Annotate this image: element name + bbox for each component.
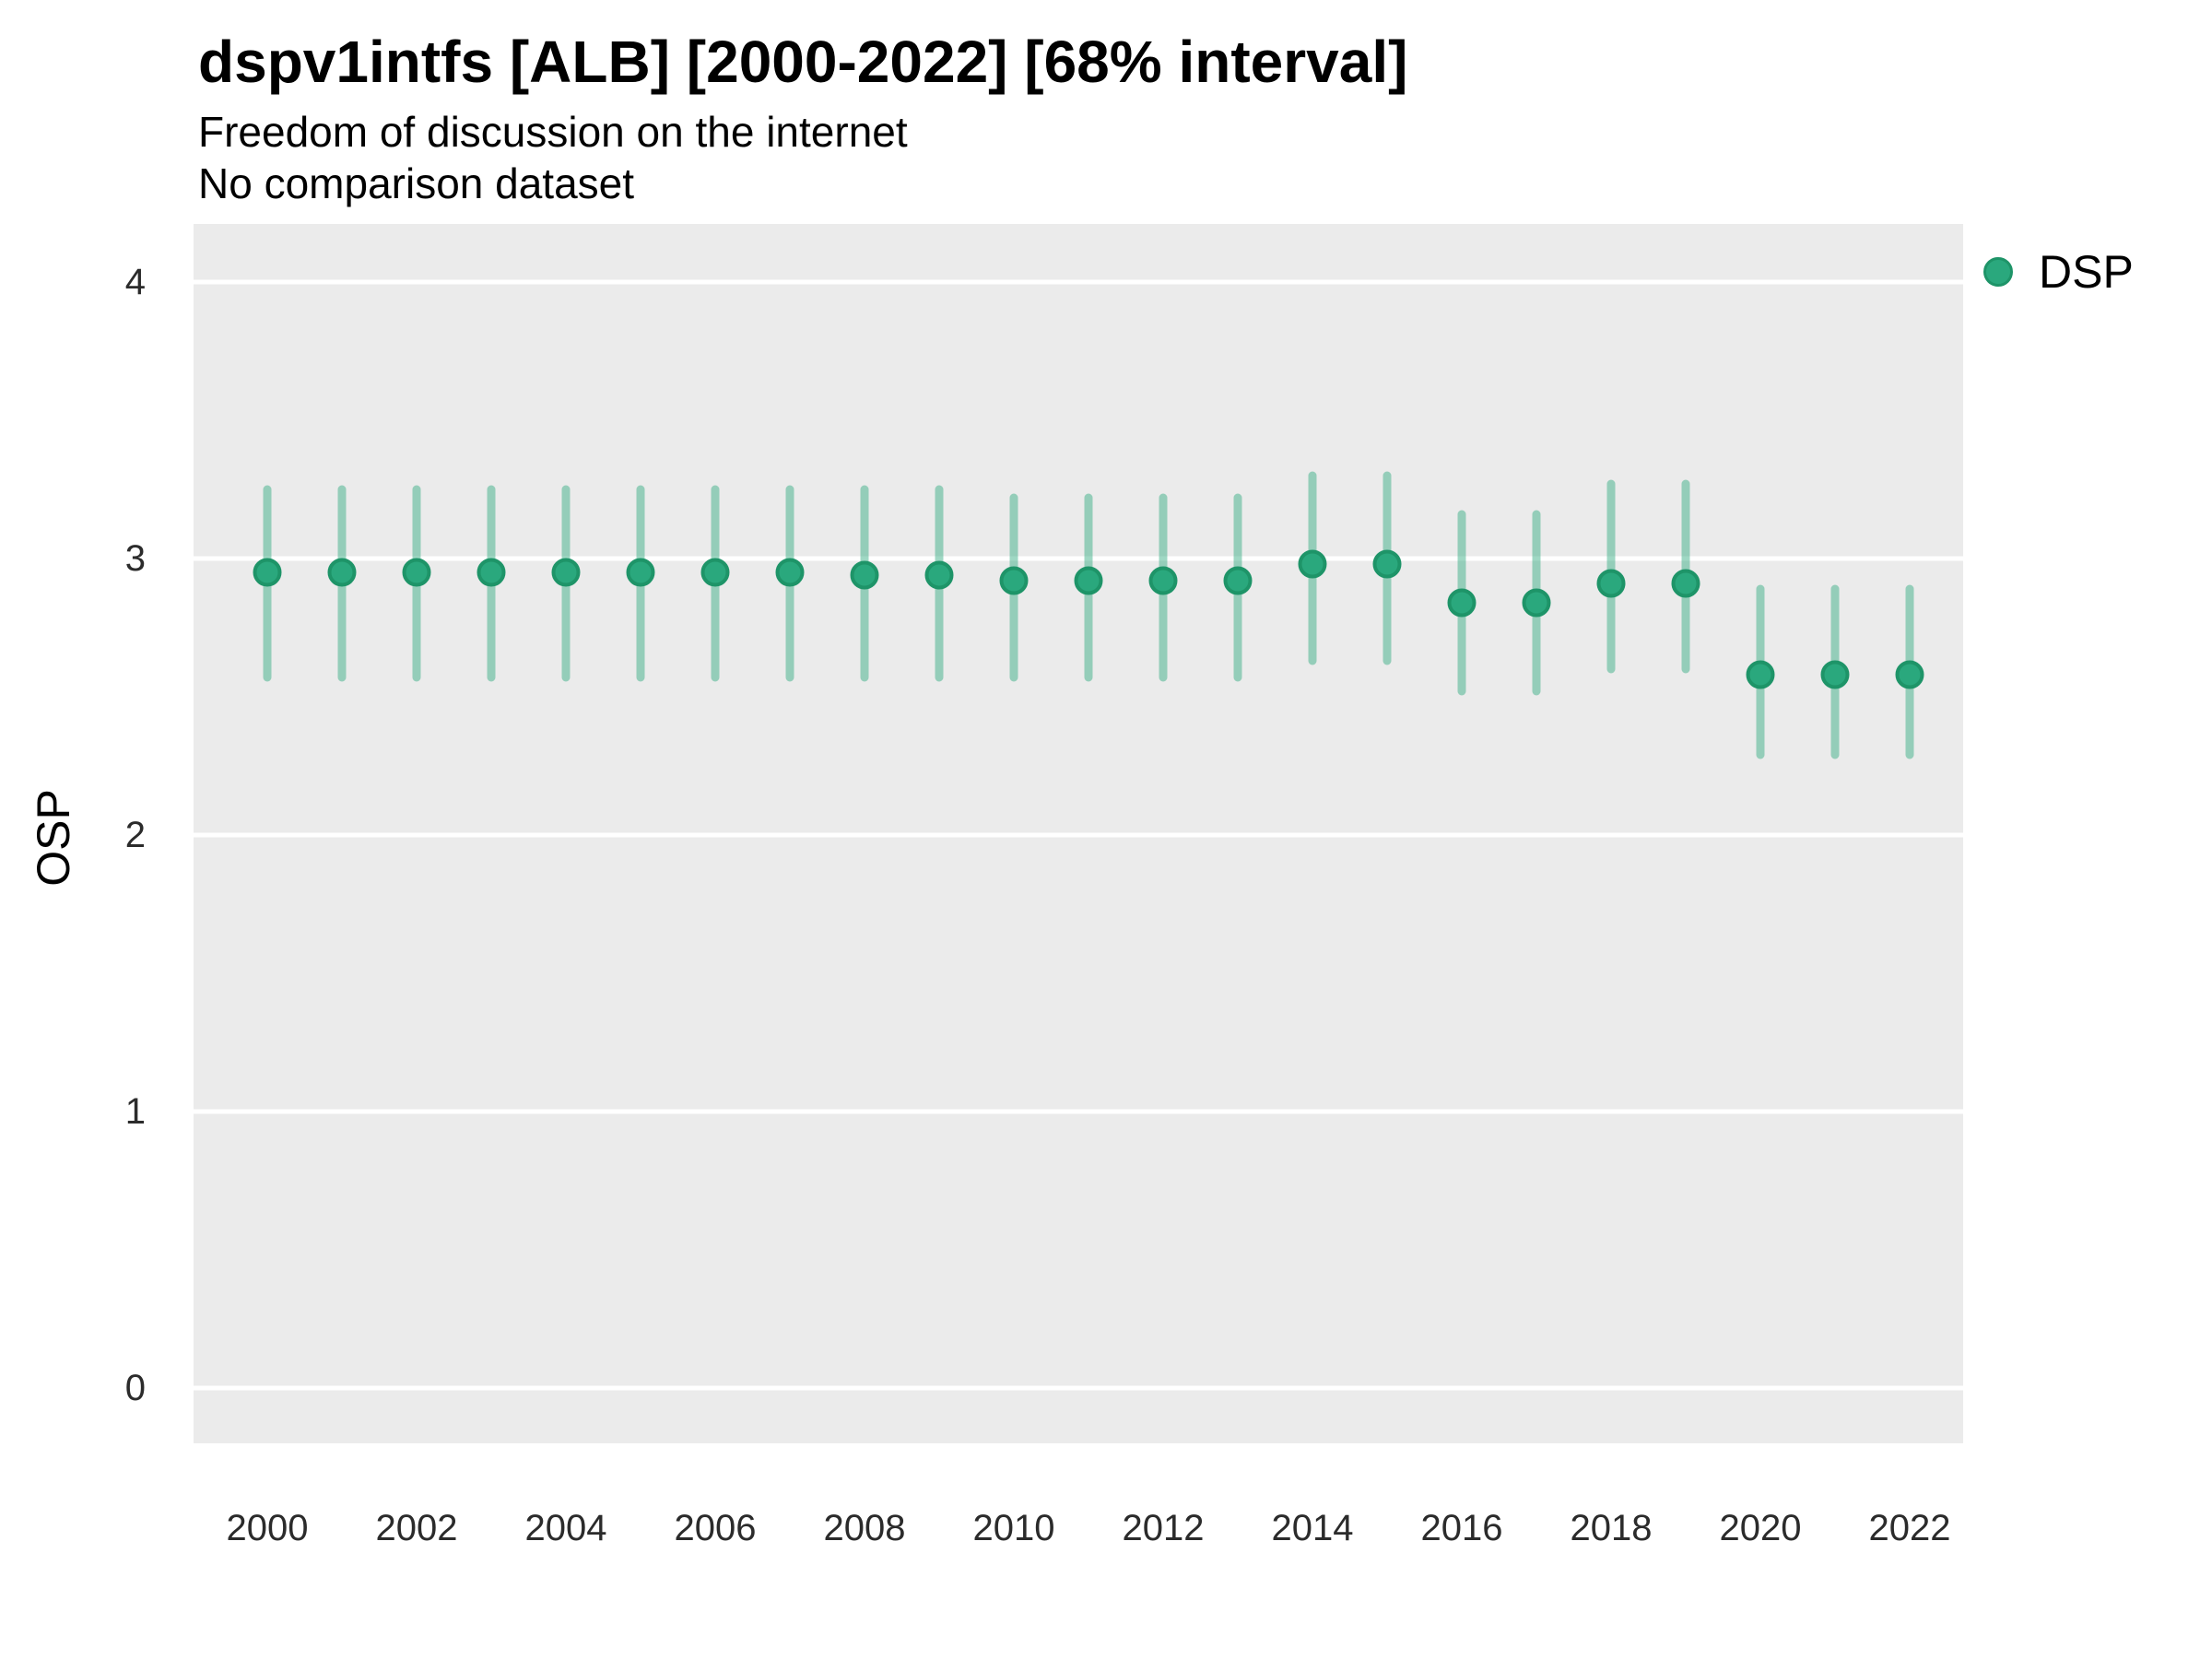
chart-note: No comparison dataset	[198, 159, 635, 207]
x-tick-label-2022: 2022	[1868, 1508, 1951, 1548]
x-tick-label-2018: 2018	[1570, 1508, 1653, 1548]
x-tick-label-2016: 2016	[1420, 1508, 1503, 1548]
data-point-2004	[551, 558, 581, 587]
data-point-2007	[775, 558, 805, 587]
data-point-2022	[1895, 660, 1924, 689]
chart-title: dspv1intfs [ALB] [2000-2022] [68% interv…	[198, 29, 1408, 95]
x-tick-label-2010: 2010	[972, 1508, 1055, 1548]
data-point-2006	[700, 558, 730, 587]
data-point-2011	[1074, 566, 1103, 595]
data-point-2009	[924, 560, 954, 590]
data-point-2002	[402, 558, 431, 587]
data-point-2021	[1820, 660, 1850, 689]
data-point-2000	[253, 558, 282, 587]
plot-svg	[194, 279, 1963, 1391]
data-point-2019	[1671, 569, 1700, 598]
data-point-2010	[999, 566, 1029, 595]
x-tick-label-2002: 2002	[375, 1508, 458, 1548]
data-point-2014	[1298, 549, 1327, 579]
x-tick-label-2012: 2012	[1122, 1508, 1205, 1548]
legend-label: DSP	[2039, 246, 2134, 298]
y-tick-label-2: 2	[124, 815, 146, 855]
chart-subtitle: Freedom of discussion on the internet	[198, 108, 908, 156]
data-point-2008	[850, 560, 879, 590]
data-point-2012	[1148, 566, 1178, 595]
data-point-2013	[1223, 566, 1253, 595]
x-tick-label-2000: 2000	[226, 1508, 309, 1548]
data-point-2015	[1372, 549, 1402, 579]
data-point-2005	[626, 558, 655, 587]
x-tick-label-2008: 2008	[823, 1508, 906, 1548]
data-point-2020	[1746, 660, 1775, 689]
data-point-2017	[1522, 588, 1551, 618]
data-point-2018	[1596, 569, 1626, 598]
x-tick-label-2014: 2014	[1271, 1508, 1354, 1548]
y-tick-label-0: 0	[124, 1368, 146, 1408]
x-tick-label-2004: 2004	[524, 1508, 607, 1548]
plot-panel	[194, 224, 1963, 1443]
legend: DSP	[1983, 245, 2134, 299]
y-tick-label-1: 1	[124, 1091, 146, 1132]
data-point-2001	[327, 558, 357, 587]
y-tick-label-3: 3	[124, 538, 146, 579]
data-point-2016	[1447, 588, 1477, 618]
x-tick-label-2006: 2006	[674, 1508, 757, 1548]
y-tick-label-4: 4	[124, 262, 146, 302]
x-tick-label-2020: 2020	[1719, 1508, 1802, 1548]
legend-point-icon	[1983, 257, 2013, 287]
data-point-2003	[477, 558, 506, 587]
